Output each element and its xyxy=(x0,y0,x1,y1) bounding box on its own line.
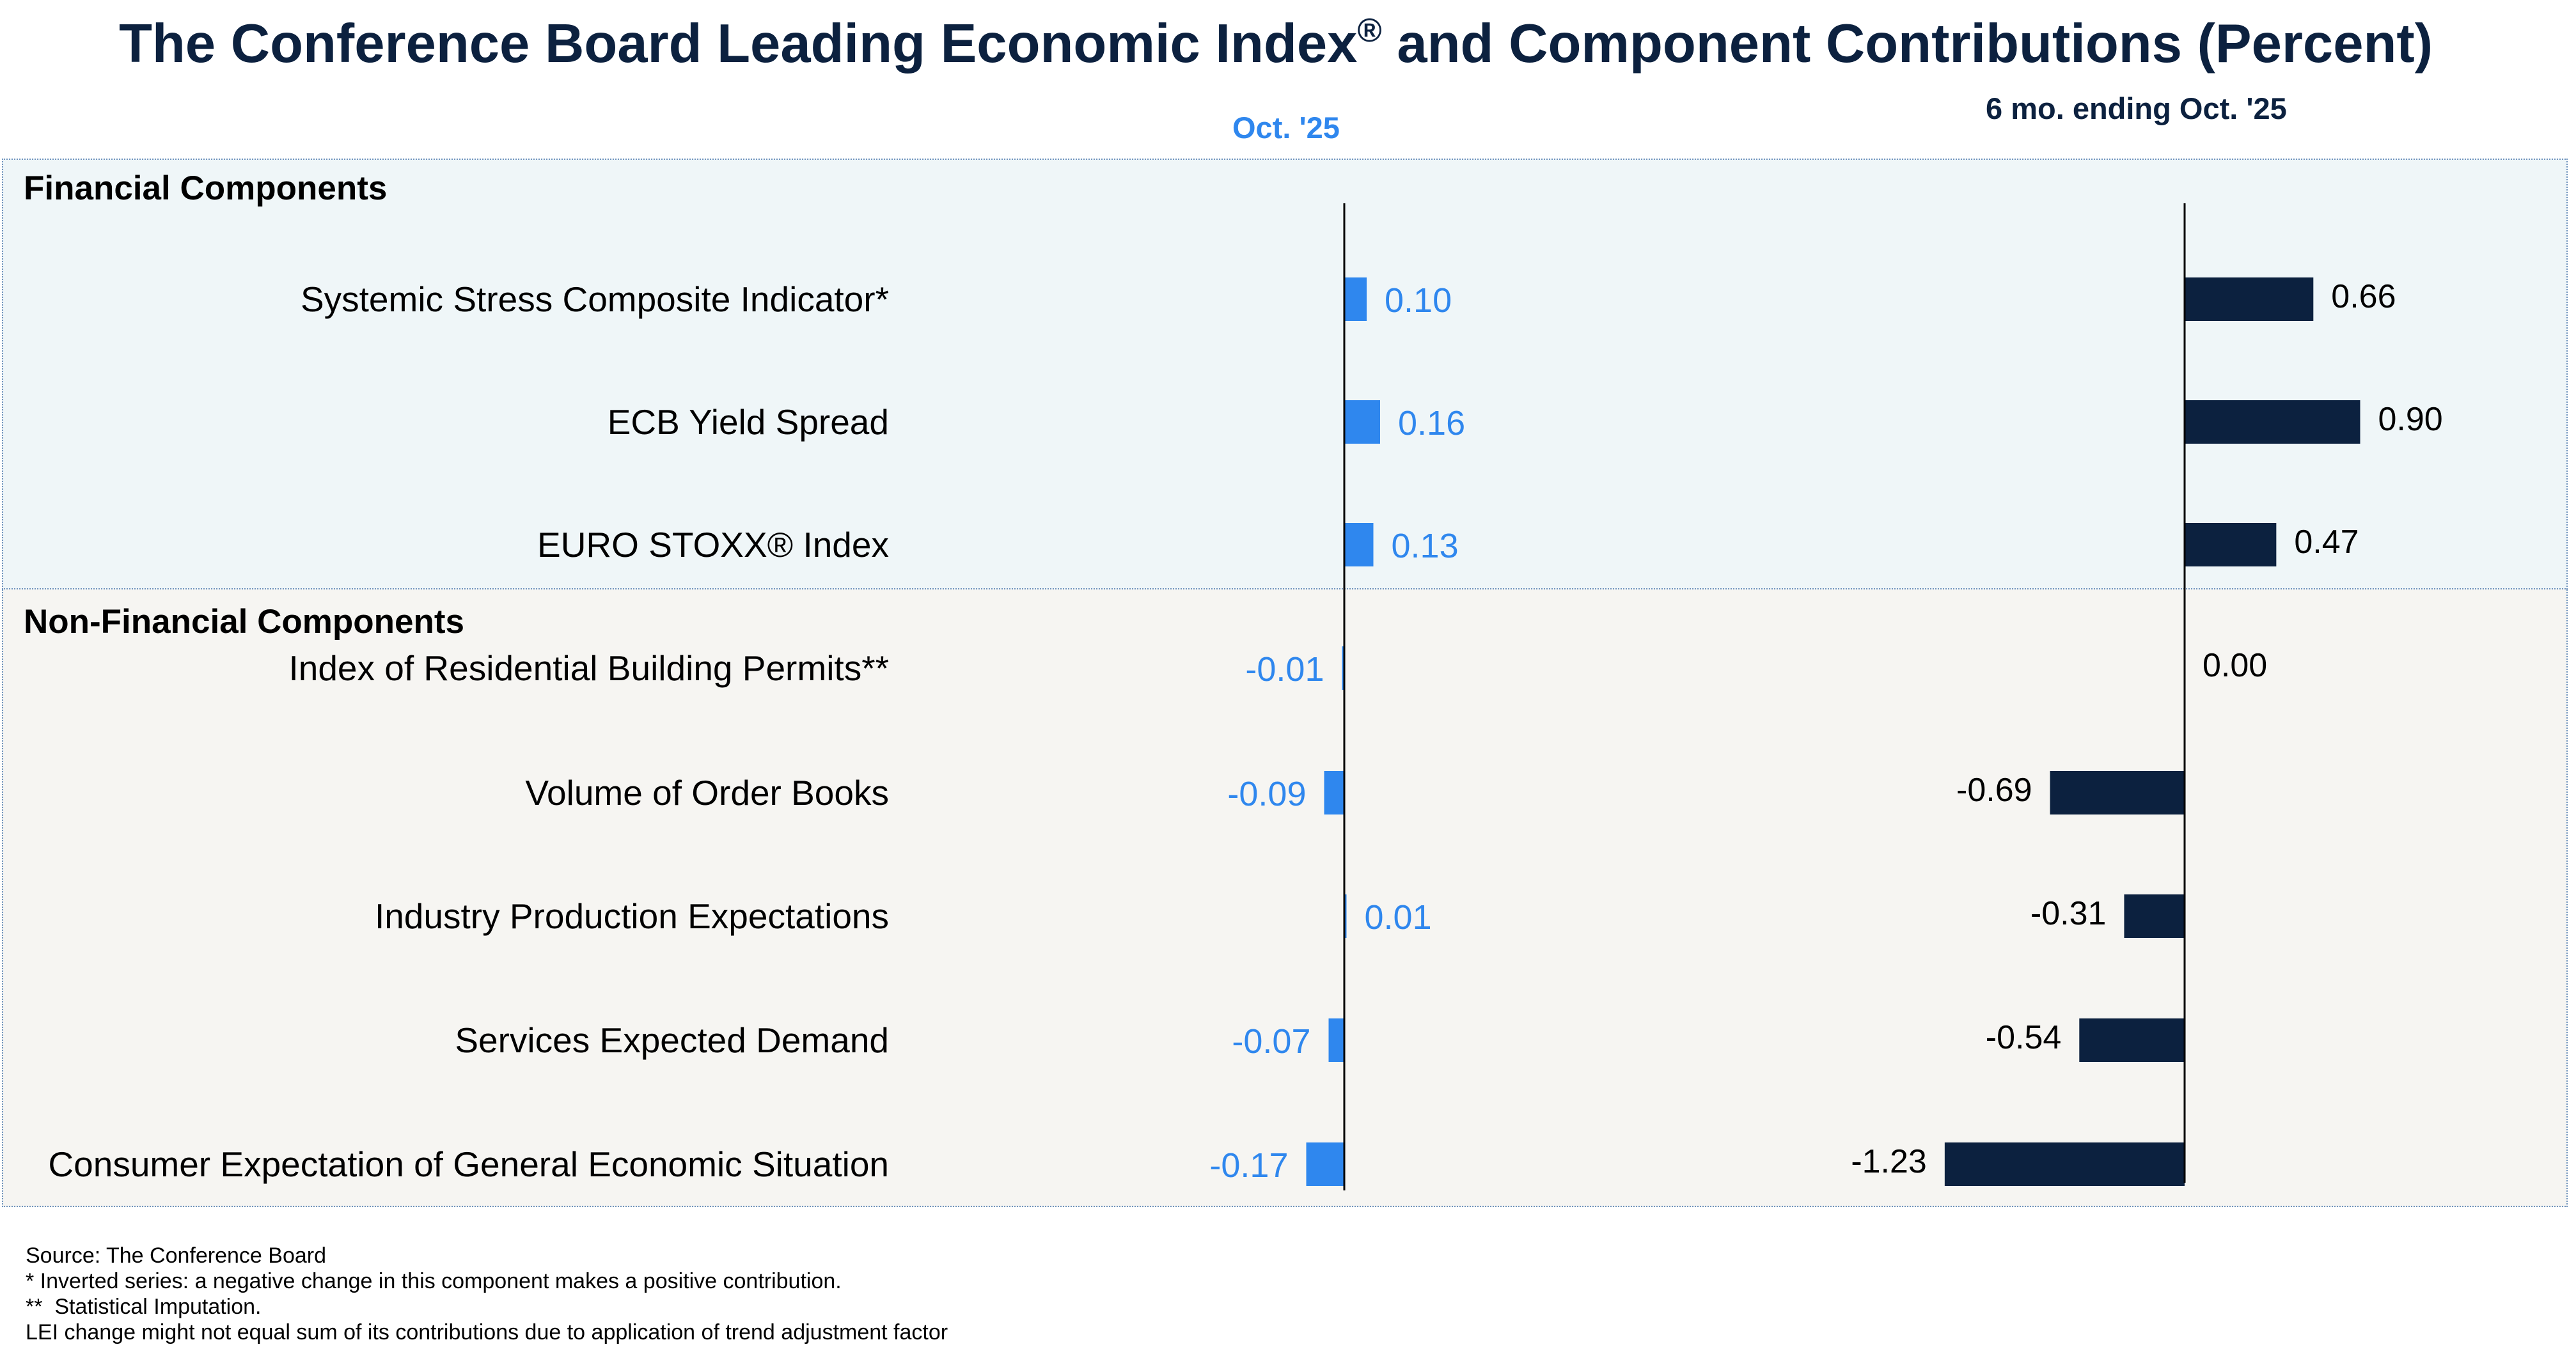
data-label: 0.00 xyxy=(2203,647,2267,684)
bar-chart: Systemic Stress Composite Indicator* ECB … xyxy=(48,203,2443,1190)
chart-title: The Conference Board Leading Economic In… xyxy=(0,12,2552,75)
bar xyxy=(2050,771,2185,814)
bar xyxy=(2079,1018,2185,1062)
bar xyxy=(1344,400,1380,444)
chart-title-main: The Conference Board Leading Economic In… xyxy=(118,13,1358,74)
bar xyxy=(1944,1142,2185,1186)
column-header-6mo: 6 mo. ending Oct. '25 xyxy=(1986,91,2287,125)
financial-components-label: Financial Components xyxy=(24,169,388,207)
column-header-oct-25: Oct. '25 xyxy=(1232,111,1340,144)
category-label: Systemic Stress Composite Indicator* xyxy=(301,279,889,319)
category-label: Index of Residential Building Permits** xyxy=(288,648,889,688)
financial-components-panel: Financial Components xyxy=(2,159,2568,589)
category-label: Services Expected Demand xyxy=(455,1020,889,1060)
bar xyxy=(1344,277,1367,321)
category-label: EURO STOXX® Index xyxy=(537,525,889,565)
bar xyxy=(2185,277,2314,321)
data-label: -0.07 xyxy=(1232,1022,1310,1061)
bar xyxy=(1324,771,1344,814)
category-label: Consumer Expectation of General Economic… xyxy=(48,1144,889,1184)
bar xyxy=(2185,400,2360,444)
data-label: -0.31 xyxy=(2030,895,2107,932)
data-label: -0.09 xyxy=(1227,775,1306,813)
data-label: -0.69 xyxy=(1956,772,2032,809)
bar xyxy=(1342,646,1344,690)
footnote-imputation: ** Statistical Imputation. xyxy=(26,1295,262,1319)
data-label: 0.47 xyxy=(2294,524,2359,561)
data-label: 0.10 xyxy=(1385,281,1452,320)
footnotes: Source: The Conference Board * Inverted … xyxy=(26,1243,948,1345)
category-label: Industry Production Expectations xyxy=(375,896,889,936)
footnote-source: Source: The Conference Board xyxy=(26,1243,326,1268)
data-label: 0.01 xyxy=(1365,898,1432,937)
data-label: 0.13 xyxy=(1392,527,1459,565)
footnote-inverted: * Inverted series: a negative change in … xyxy=(26,1269,842,1293)
bar xyxy=(1306,1142,1344,1186)
data-label: -0.01 xyxy=(1245,650,1324,689)
registered-mark: ® xyxy=(1357,12,1382,49)
bar xyxy=(2185,523,2277,566)
category-label: Volume of Order Books xyxy=(525,773,889,813)
data-label: -1.23 xyxy=(1851,1143,1927,1180)
data-label: -0.17 xyxy=(1209,1146,1288,1185)
bar xyxy=(2124,894,2185,938)
data-label: -0.54 xyxy=(1986,1019,2062,1056)
bar xyxy=(1344,523,1374,566)
non-financial-components-label: Non-Financial Components xyxy=(24,603,464,641)
bar xyxy=(1328,1018,1344,1062)
footnote-trend: LEI change might not equal sum of its co… xyxy=(26,1320,948,1344)
data-label: 0.16 xyxy=(1398,404,1465,442)
data-label: 0.66 xyxy=(2331,278,2396,315)
category-label: ECB Yield Spread xyxy=(608,402,889,442)
data-label: 0.90 xyxy=(2378,401,2443,438)
bar xyxy=(1344,894,1347,938)
chart-title-tail: and Component Contributions (Percent) xyxy=(1381,13,2433,74)
